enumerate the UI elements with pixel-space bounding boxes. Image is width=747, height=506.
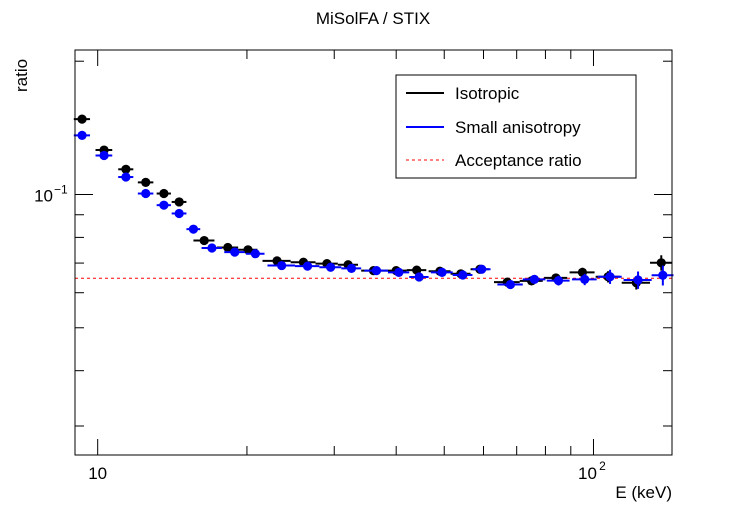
data-point <box>326 262 336 272</box>
chart-title: MiSolFA / STIX <box>316 9 430 28</box>
legend-isotropic-label: Isotropic <box>455 84 520 103</box>
data-point <box>277 260 287 271</box>
data-point <box>121 164 131 174</box>
data-point <box>159 200 169 210</box>
y-axis-label: ratio <box>12 59 31 92</box>
x-tick-label-0: 10 <box>88 464 107 483</box>
data-point <box>633 275 643 285</box>
data-point <box>243 245 253 255</box>
data-point <box>656 258 666 268</box>
data-point <box>346 263 357 273</box>
data-point <box>605 272 615 282</box>
data-point <box>250 249 260 259</box>
data-point <box>302 261 313 271</box>
x-tick-exponent-1: 2 <box>599 459 606 473</box>
data-point <box>141 177 151 187</box>
data-point <box>580 274 590 285</box>
data-point <box>371 266 382 276</box>
legend: Isotropic Small anisotropy Acceptance ra… <box>395 74 637 179</box>
data-point <box>658 270 668 280</box>
data-point <box>223 242 233 253</box>
x-tick-label-1: 10 <box>578 464 597 483</box>
data-point <box>77 114 87 124</box>
plot-frame <box>74 49 673 456</box>
data-point <box>141 188 151 199</box>
data-point <box>199 235 209 246</box>
legend-acceptance-ratio-label: Acceptance ratio <box>455 151 582 170</box>
data-point <box>414 272 424 282</box>
data-point <box>394 267 404 277</box>
data-point <box>477 264 487 274</box>
series-isotropic <box>73 114 672 290</box>
data-point <box>159 188 169 199</box>
data-point <box>529 274 539 285</box>
data-point <box>188 224 199 234</box>
y-tick-label-0: 10 <box>34 186 53 205</box>
data-point <box>121 172 131 182</box>
x-axis-label: E (keV) <box>615 483 672 502</box>
data-point <box>458 270 468 280</box>
data-point <box>77 130 87 140</box>
data-point <box>99 150 109 161</box>
axes: 10 10 210 −1 <box>34 49 673 483</box>
y-tick-exponent-0: −1 <box>54 182 68 196</box>
data-point <box>437 267 447 277</box>
data-point <box>412 265 422 275</box>
data-point <box>553 276 564 286</box>
data-layer <box>73 114 674 290</box>
series-small-anisotropy <box>73 130 674 290</box>
data-point <box>174 208 184 219</box>
legend-small-anisotropy-label: Small anisotropy <box>455 118 581 137</box>
data-point <box>174 197 184 207</box>
data-point <box>230 247 240 257</box>
data-point <box>505 279 516 290</box>
data-point <box>207 243 217 253</box>
